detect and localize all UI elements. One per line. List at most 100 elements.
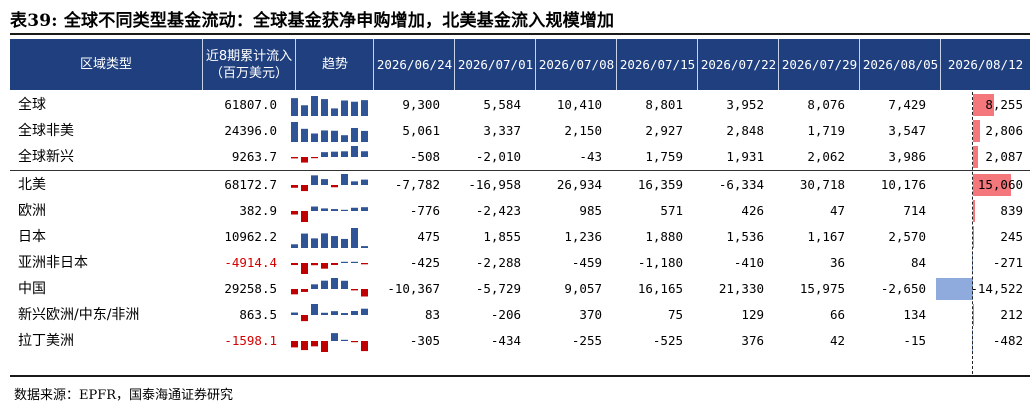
latest-value-bar bbox=[973, 304, 974, 326]
sparkline-bar bbox=[331, 278, 338, 289]
row-weekly-flow: 426 bbox=[741, 203, 764, 218]
row-weekly-flow: 1,855 bbox=[483, 229, 521, 244]
sparkline-bar bbox=[341, 209, 348, 211]
latest-value-bar bbox=[973, 226, 974, 248]
row-weekly-flow: 8,076 bbox=[807, 97, 845, 112]
table-header: 区域类型 近8期累计流入 （百万美元） 趋势 2026/06/24 2026/07… bbox=[10, 39, 1030, 90]
sparkline-bar bbox=[351, 127, 358, 142]
header-separator bbox=[202, 39, 203, 90]
row-cumulative-inflow: -4914.4 bbox=[224, 255, 277, 270]
table-row: 全球新兴 9263.7 -508 -2,010 -43 1,759 1,931 2,062 3,… bbox=[10, 144, 1030, 170]
row-weekly-flow: -7,782 bbox=[394, 177, 440, 192]
row-weekly-flow: 8,255 bbox=[985, 97, 1023, 112]
row-weekly-flow: 245 bbox=[1000, 229, 1023, 244]
row-weekly-flow: 75 bbox=[667, 307, 683, 322]
sparkline-bar bbox=[311, 284, 318, 289]
sparkline-bar bbox=[351, 101, 358, 116]
title-rule bbox=[10, 33, 1030, 35]
row-weekly-flow: 3,337 bbox=[483, 123, 521, 138]
row-weekly-flow: -43 bbox=[579, 149, 602, 164]
row-weekly-flow: 3,952 bbox=[726, 97, 764, 112]
header-separator bbox=[859, 39, 860, 90]
header-date: 2026/07/22 bbox=[700, 57, 777, 72]
sparkline-bar bbox=[301, 105, 308, 116]
sparkline-bar bbox=[311, 341, 318, 347]
row-region-name: 全球 bbox=[18, 97, 46, 113]
row-weekly-flow: 21,330 bbox=[718, 281, 764, 296]
row-weekly-flow: 475 bbox=[417, 229, 440, 244]
sparkline-bar bbox=[361, 308, 368, 315]
header-separator bbox=[697, 39, 698, 90]
sparkline-bar bbox=[351, 311, 358, 315]
table-row: 中国 29258.5 -10,367 -5,729 9,057 16,165 21,330 1… bbox=[10, 276, 1030, 302]
row-weekly-flow: 839 bbox=[1000, 203, 1023, 218]
row-region-name: 欧洲 bbox=[18, 203, 46, 219]
sparkline-bar bbox=[341, 100, 348, 116]
row-weekly-flow: -1,180 bbox=[637, 255, 683, 270]
sparkline-bar bbox=[321, 312, 328, 315]
row-trend-sparkline bbox=[291, 96, 368, 116]
table-row: 拉丁美洲 -1598.1 -305 -434 -255 -525 376 42 -15 -482 bbox=[10, 328, 1030, 354]
table-row: 全球非美 24396.0 5,061 3,337 2,150 2,927 2,848 1,71… bbox=[10, 118, 1030, 144]
row-weekly-flow: 7,429 bbox=[888, 97, 926, 112]
table-row: 北美 68172.7 -7,782 -16,958 26,934 16,359 -6,334… bbox=[10, 172, 1030, 198]
table-row: 亚洲非日本 -4914.4 -425 -2,288 -459 -1,180 -410 36 84… bbox=[10, 250, 1030, 276]
row-weekly-flow: -6,334 bbox=[718, 177, 764, 192]
sparkline-bar bbox=[361, 207, 368, 211]
sparkline-bar bbox=[321, 280, 328, 289]
sparkline-bar bbox=[311, 157, 318, 159]
header-trend: 趋势 bbox=[321, 57, 348, 72]
sparkline-bar bbox=[331, 130, 338, 142]
sparkline-bar bbox=[291, 263, 298, 266]
row-weekly-flow: 1,931 bbox=[726, 149, 764, 164]
sparkline-bar bbox=[311, 175, 318, 185]
sparkline-bar bbox=[331, 185, 338, 188]
table-row: 日本 10962.2 475 1,855 1,236 1,880 1,536 1,167 2,5… bbox=[10, 224, 1030, 250]
sparkline-bar bbox=[321, 179, 328, 185]
row-trend-sparkline bbox=[291, 304, 368, 322]
row-weekly-flow: 8,801 bbox=[645, 97, 683, 112]
sparkline-bar bbox=[341, 313, 348, 315]
sparkline-bar bbox=[291, 211, 298, 215]
row-cumulative-inflow: 29258.5 bbox=[224, 281, 277, 296]
header-date: 2026/07/08 bbox=[538, 57, 615, 72]
row-weekly-flow: 985 bbox=[579, 203, 602, 218]
sparkline-bar bbox=[361, 246, 368, 248]
table-row: 欧洲 382.9 -776 -2,423 985 571 426 47 714 839 bbox=[10, 198, 1030, 224]
row-weekly-flow: -425 bbox=[409, 255, 440, 270]
sparkline-bar bbox=[291, 289, 298, 295]
sparkline-bar bbox=[321, 152, 328, 157]
row-trend-sparkline bbox=[291, 261, 368, 274]
sparkline-bar bbox=[361, 151, 368, 157]
row-weekly-flow: 571 bbox=[660, 203, 683, 218]
sparkline-bar bbox=[291, 312, 298, 315]
sparkline-bar bbox=[301, 263, 308, 274]
sparkline-bar bbox=[351, 228, 358, 248]
row-weekly-flow: 3,547 bbox=[888, 123, 926, 138]
header-cumulative-line1: 近8期累计流入 bbox=[205, 48, 293, 64]
row-weekly-flow: 2,062 bbox=[807, 149, 845, 164]
row-cumulative-inflow: 61807.0 bbox=[224, 97, 277, 112]
row-weekly-flow: -2,010 bbox=[475, 149, 521, 164]
sparkline-bar bbox=[331, 151, 338, 157]
header-date: 2026/07/15 bbox=[619, 57, 696, 72]
sparkline-bar bbox=[351, 181, 358, 185]
row-weekly-flow: 3,986 bbox=[888, 149, 926, 164]
row-cumulative-inflow: 10962.2 bbox=[224, 229, 277, 244]
row-trend-sparkline bbox=[291, 333, 368, 352]
row-weekly-flow: 2,150 bbox=[564, 123, 602, 138]
row-trend-sparkline bbox=[291, 206, 368, 222]
header-separator bbox=[778, 39, 779, 90]
sparkline-bar bbox=[321, 263, 328, 269]
sparkline-bar bbox=[341, 280, 348, 289]
sparkline-bar bbox=[291, 122, 298, 142]
row-weekly-flow: -2,650 bbox=[880, 281, 926, 296]
row-cumulative-inflow: -1598.1 bbox=[224, 333, 277, 348]
row-region-name: 日本 bbox=[18, 229, 46, 245]
row-weekly-flow: -206 bbox=[490, 307, 521, 322]
row-cumulative-inflow: 24396.0 bbox=[224, 123, 277, 138]
row-weekly-flow: -434 bbox=[490, 333, 521, 348]
sparkline-bar bbox=[301, 289, 308, 292]
header-separator bbox=[373, 39, 374, 90]
row-weekly-flow: 1,167 bbox=[807, 229, 845, 244]
